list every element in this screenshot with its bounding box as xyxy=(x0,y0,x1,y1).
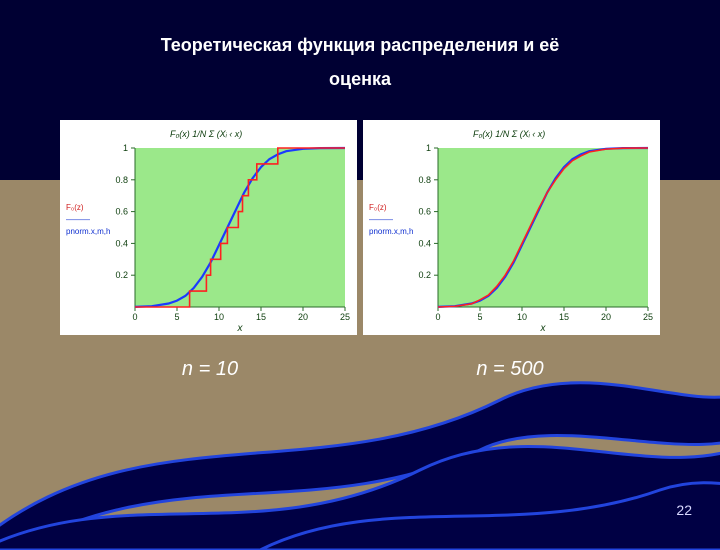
svg-text:0.2: 0.2 xyxy=(115,270,128,280)
caption-left: n = 10 xyxy=(60,358,360,381)
svg-text:5: 5 xyxy=(174,312,179,322)
svg-text:0.4: 0.4 xyxy=(115,238,128,248)
svg-text:15: 15 xyxy=(256,312,266,322)
svg-text:———: ——— xyxy=(66,215,90,224)
svg-text:25: 25 xyxy=(340,312,350,322)
svg-text:x: x xyxy=(540,323,547,334)
svg-text:pnorm.x,m,h: pnorm.x,m,h xyxy=(369,227,413,236)
svg-text:F₀(x) 1/N Σ (Xᵢ ‹ x): F₀(x) 1/N Σ (Xᵢ ‹ x) xyxy=(473,129,545,139)
svg-text:0.8: 0.8 xyxy=(115,175,128,185)
svg-text:10: 10 xyxy=(517,312,527,322)
svg-text:10: 10 xyxy=(214,312,224,322)
svg-text:1: 1 xyxy=(426,143,431,153)
slide-title: Теоретическая функция распределения и её… xyxy=(0,28,720,96)
title-line-2: оценка xyxy=(329,69,391,89)
n-right: 500 xyxy=(510,358,543,380)
svg-text:x: x xyxy=(237,323,244,334)
page-number: 22 xyxy=(676,502,692,518)
svg-text:0.2: 0.2 xyxy=(418,270,431,280)
svg-text:pnorm.x,m,h: pnorm.x,m,h xyxy=(66,227,110,236)
plots-row: 05101520250.20.40.60.81xF₀(x) 1/N Σ (Xᵢ … xyxy=(60,120,660,335)
svg-text:1: 1 xyxy=(123,143,128,153)
svg-text:20: 20 xyxy=(601,312,611,322)
svg-text:0.8: 0.8 xyxy=(418,175,431,185)
svg-text:15: 15 xyxy=(559,312,569,322)
svg-text:F₀(z): F₀(z) xyxy=(369,203,387,212)
svg-text:———: ——— xyxy=(369,215,393,224)
svg-text:5: 5 xyxy=(477,312,482,322)
svg-text:0.4: 0.4 xyxy=(418,238,431,248)
svg-text:0: 0 xyxy=(435,312,440,322)
svg-text:F₀(x) 1/N Σ (Xᵢ ‹ x): F₀(x) 1/N Σ (Xᵢ ‹ x) xyxy=(170,129,242,139)
n-left: 10 xyxy=(216,358,238,380)
svg-text:0.6: 0.6 xyxy=(115,207,128,217)
svg-text:20: 20 xyxy=(298,312,308,322)
plot-left: 0 5 10 15 20 25 0.2 0.4 0.6 0.8 1 x F₀(x) 1/N Σ (Xᵢ … xyxy=(60,120,357,335)
plot-right: 0 5 10 15 20 25 0.2 0.4 0.6 0.8 1 x F₀(x) 1/N Σ (Xᵢ … xyxy=(363,120,660,335)
svg-text:0.6: 0.6 xyxy=(418,207,431,217)
svg-text:F₀(z): F₀(z) xyxy=(66,203,84,212)
svg-text:25: 25 xyxy=(643,312,653,322)
title-line-1: Теоретическая функция распределения и её xyxy=(161,35,560,55)
svg-text:0: 0 xyxy=(132,312,137,322)
caption-right: n = 500 xyxy=(360,358,660,381)
